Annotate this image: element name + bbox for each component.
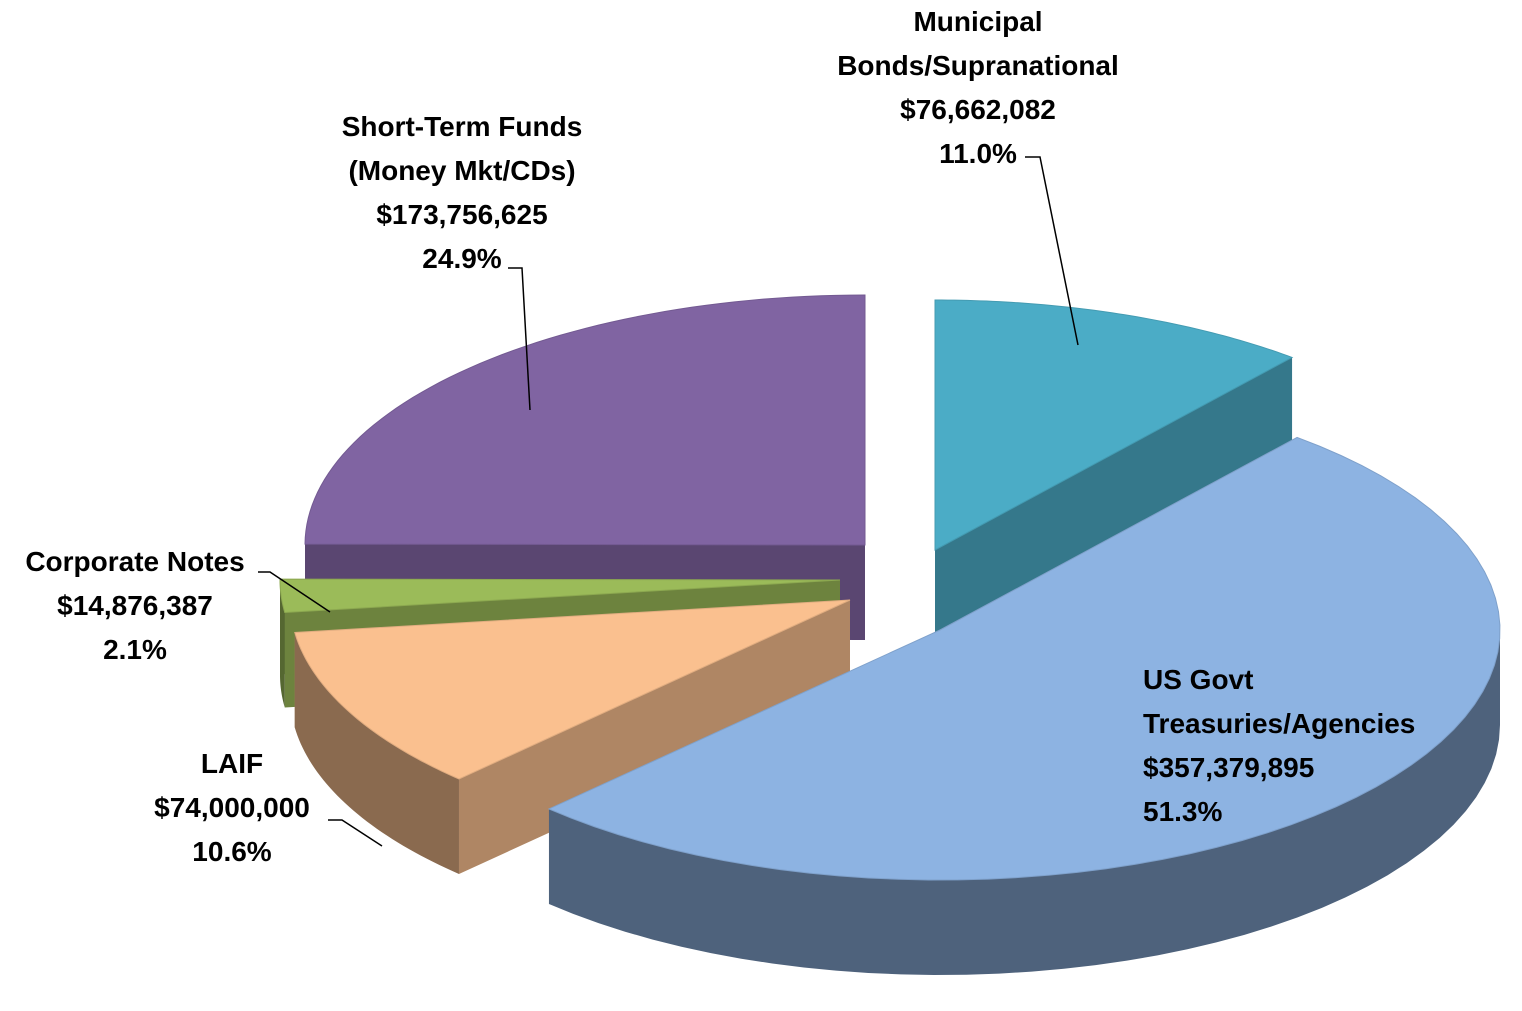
slice-side: [548, 630, 1500, 975]
percent-label: 24.9%: [422, 243, 502, 274]
slice: [304, 294, 866, 546]
slice-side: [294, 632, 459, 874]
value-label: $357,379,895: [1143, 752, 1315, 783]
slice-label: US Govt Treasuries/Agencies $357,379,895…: [1143, 658, 1483, 834]
slice: [934, 299, 1294, 551]
category-label: US Govt Treasuries/Agencies: [1143, 664, 1416, 739]
leader-line: [1025, 156, 1079, 346]
slice-label: LAIF $74,000,000 10.6%: [112, 742, 352, 874]
percent-label: 11.0%: [939, 138, 1017, 169]
slice-label: Corporate Notes $14,876,387 2.1%: [0, 540, 270, 672]
leader-line: [258, 571, 331, 613]
slice: [547, 436, 1501, 881]
value-label: $173,756,625: [376, 199, 548, 230]
leader-line: [328, 819, 383, 847]
value-label: $76,662,082: [900, 94, 1056, 125]
percent-label: 10.6%: [192, 836, 272, 867]
category-label: Municipal Bonds/Supranational: [837, 6, 1119, 81]
category-label: LAIF: [200, 748, 264, 779]
slice: [279, 578, 841, 614]
slice-label: Short-Term Funds (Money Mkt/CDs) $173,75…: [312, 105, 612, 281]
leader-line: [508, 267, 531, 411]
slice-label: Municipal Bonds/Supranational $76,662,08…: [808, 0, 1148, 176]
slice-side: [280, 580, 285, 708]
percent-label: 2.1%: [103, 634, 167, 665]
slice-wall: [935, 357, 1293, 645]
value-label: $14,876,387: [57, 590, 213, 621]
slice: [294, 599, 851, 780]
percent-label: 51.3%: [1143, 796, 1223, 827]
value-label: $74,000,000: [154, 792, 310, 823]
category-label: Corporate Notes: [25, 546, 245, 577]
category-label: Short-Term Funds (Money Mkt/CDs): [341, 111, 583, 186]
